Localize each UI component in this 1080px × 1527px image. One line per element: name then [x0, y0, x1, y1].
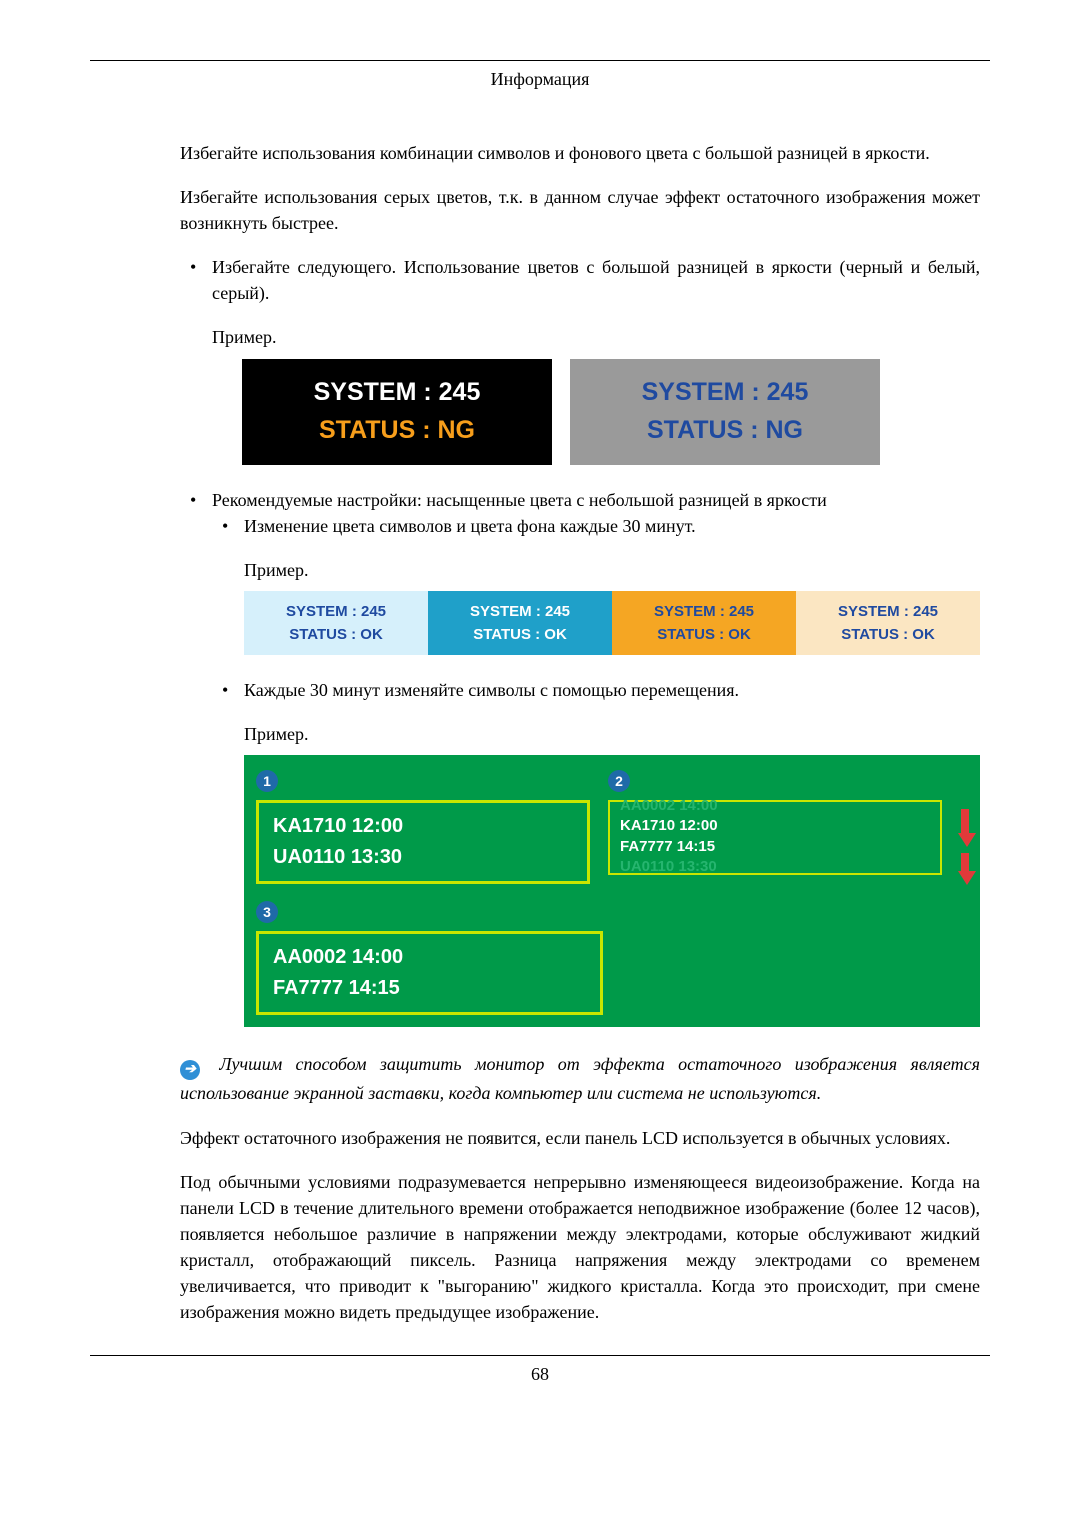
arrow-down-icon: [958, 853, 972, 885]
paragraph: Под обычными условиями подразумевается н…: [180, 1169, 980, 1326]
badge-icon: 1: [256, 770, 278, 792]
example2-line1: SYSTEM : 245: [286, 600, 386, 623]
schedule-row: FA7777 14:15: [273, 973, 586, 1004]
schedule-row: KA1710 12:00: [273, 811, 573, 842]
example1-line1: SYSTEM : 245: [314, 374, 481, 412]
paragraph: Избегайте использования серых цветов, т.…: [180, 184, 980, 236]
bullet-list: Избегайте следующего. Использование цвет…: [180, 254, 980, 1027]
schedule-row: AA0002 14:00: [273, 942, 586, 973]
example2-line2: STATUS : OK: [289, 623, 383, 646]
arrow-down-icon: [958, 809, 972, 847]
nested-list: Изменение цвета символов и цвета фона ка…: [212, 513, 980, 1028]
example2-line1: SYSTEM : 245: [838, 600, 938, 623]
example2-box: SYSTEM : 245 STATUS : OK: [796, 591, 980, 655]
example2-box: SYSTEM : 245 STATUS : OK: [244, 591, 428, 655]
example3-col-3: 3 AA0002 14:00 FA7777 14:15: [256, 898, 603, 1015]
list-item-text: Каждые 30 минут изменяйте символы с помо…: [244, 680, 739, 700]
example3-panel: AA0002 14:00 FA7777 14:15: [256, 931, 603, 1015]
tip-paragraph: ➔ Лучшим способом защитить монитор от эф…: [180, 1051, 980, 1106]
badge-icon: 3: [256, 901, 278, 923]
example1-panel-gray: SYSTEM : 245 STATUS : NG: [570, 359, 880, 465]
schedule-row-ghost: AA0002 14:00: [620, 796, 930, 816]
example3-panel: KA1710 12:00 UA0110 13:30: [256, 800, 590, 884]
example2-line1: SYSTEM : 245: [470, 600, 570, 623]
paragraph: Избегайте использования комбинации симво…: [180, 140, 980, 166]
example2-line2: STATUS : OK: [841, 623, 935, 646]
list-item-text: Рекомендуемые настройки: насыщенные цвет…: [212, 490, 827, 510]
example3-panel-scrolling: AA0002 14:00 KA1710 12:00 FA7777 14:15 U…: [608, 800, 942, 875]
schedule-row: UA0110 13:30: [273, 842, 573, 873]
list-item-text: Изменение цвета символов и цвета фона ка…: [244, 516, 696, 536]
arrow-right-icon: ➔: [180, 1060, 200, 1080]
example2: SYSTEM : 245 STATUS : OK SYSTEM : 245 ST…: [244, 591, 980, 655]
example3-col-2: 2 AA0002 14:00 KA1710 12:00 FA7777 14:15…: [608, 767, 968, 884]
example-label: Пример.: [212, 324, 980, 350]
schedule-row: FA7777 14:15: [620, 837, 930, 857]
page-header-title: Информация: [90, 69, 990, 90]
list-item: Изменение цвета символов и цвета фона ка…: [212, 513, 980, 655]
example1: SYSTEM : 245 STATUS : NG SYSTEM : 245 ST…: [242, 359, 980, 465]
paragraph: Эффект остаточного изображения не появит…: [180, 1125, 980, 1151]
example1-line2: STATUS : NG: [647, 412, 803, 450]
example2-box: SYSTEM : 245 STATUS : OK: [428, 591, 612, 655]
page-number: 68: [90, 1364, 990, 1385]
example2-line1: SYSTEM : 245: [654, 600, 754, 623]
example3-row-top: 1 KA1710 12:00 UA0110 13:30 2: [256, 767, 968, 884]
tip-text: Лучшим способом защитить монитор от эффе…: [180, 1054, 980, 1103]
footer-rule: [90, 1355, 990, 1356]
page: Информация Избегайте использования комби…: [0, 0, 1080, 1527]
example1-panel-black: SYSTEM : 245 STATUS : NG: [242, 359, 552, 465]
example3-col-1: 1 KA1710 12:00 UA0110 13:30: [256, 767, 590, 884]
list-item: Рекомендуемые настройки: насыщенные цвет…: [180, 487, 980, 1028]
example-label: Пример.: [244, 721, 980, 747]
content-area: Избегайте использования комбинации симво…: [180, 140, 980, 1325]
example2-box: SYSTEM : 245 STATUS : OK: [612, 591, 796, 655]
header-rule: [90, 60, 990, 61]
badge-icon: 2: [608, 770, 630, 792]
example-label: Пример.: [244, 557, 980, 583]
list-item-text: Избегайте следующего. Использование цвет…: [212, 257, 980, 303]
example2-line2: STATUS : OK: [473, 623, 567, 646]
example3: 1 KA1710 12:00 UA0110 13:30 2: [244, 755, 980, 1027]
schedule-row-ghost: UA0110 13:30: [620, 857, 930, 877]
example1-line2: STATUS : NG: [319, 412, 475, 450]
example3-col-empty: [621, 898, 968, 1015]
example2-line2: STATUS : OK: [657, 623, 751, 646]
list-item: Избегайте следующего. Использование цвет…: [180, 254, 980, 464]
example1-line1: SYSTEM : 245: [642, 374, 809, 412]
example3-row-bottom: 3 AA0002 14:00 FA7777 14:15: [256, 898, 968, 1015]
schedule-row: KA1710 12:00: [620, 816, 930, 836]
list-item: Каждые 30 минут изменяйте символы с помо…: [212, 677, 980, 1028]
